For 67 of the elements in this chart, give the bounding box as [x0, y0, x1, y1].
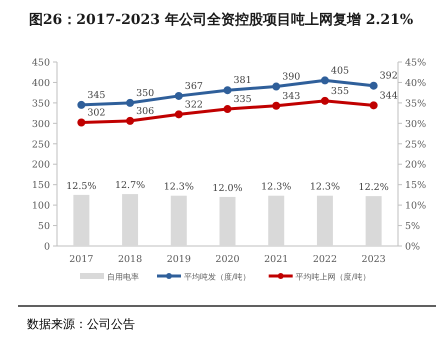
y-tick-label: 400 — [32, 78, 50, 89]
y2-tick-label: 15% — [405, 180, 426, 192]
y2-tick-label: 20% — [405, 160, 426, 171]
y-tick-label: 150 — [32, 180, 50, 192]
point — [126, 98, 134, 107]
y2-tick-label: 10% — [405, 200, 426, 212]
point — [224, 105, 232, 114]
x-tick-label: 2019 — [166, 254, 191, 265]
y-tick-label: 50 — [38, 221, 50, 232]
data-label: 12.5% — [66, 180, 96, 192]
data-label: 306 — [136, 106, 154, 117]
y2-tick-label: 30% — [405, 118, 426, 130]
data-label: 343 — [282, 90, 300, 102]
data-label: 12.7% — [114, 180, 146, 192]
source-note: 数据来源：公司公告 — [27, 317, 135, 331]
x-tick-label: 2017 — [69, 254, 94, 265]
data-label: 345 — [87, 90, 106, 101]
point — [224, 86, 232, 94]
y2-tick-label: 40% — [405, 78, 426, 89]
point — [126, 116, 134, 125]
point — [77, 100, 86, 109]
y2-tick-label: 35% — [405, 98, 426, 110]
x-tick-label: 2021 — [264, 254, 288, 265]
y-tick-label: 250 — [32, 139, 50, 150]
point — [272, 82, 280, 91]
data-label: 302 — [87, 108, 106, 119]
data-label: 381 — [234, 75, 252, 86]
point — [272, 102, 280, 110]
data-label: 367 — [184, 80, 203, 92]
chart-title: 图26：2017-2023 年公司全资控股项目吨上网复增 2.21% — [28, 12, 414, 28]
point — [174, 92, 183, 100]
y-tick-label: 300 — [32, 118, 50, 130]
y-tick-label: 100 — [32, 200, 50, 212]
legend-label: 平均吨发（度/吨） — [184, 272, 251, 282]
x-tick-label: 2023 — [362, 254, 386, 265]
point — [77, 118, 86, 127]
data-label: 350 — [136, 88, 154, 99]
point — [174, 110, 183, 118]
y-tick-label: 450 — [32, 58, 50, 68]
y2-tick-label: 25% — [405, 139, 426, 150]
data-label: 322 — [184, 99, 203, 110]
legend-label: 自用电率 — [107, 272, 139, 282]
data-label: 12.3% — [164, 182, 194, 193]
point — [320, 76, 329, 84]
data-label: 12.0% — [212, 182, 243, 194]
data-label: 355 — [330, 86, 350, 97]
y2-tick-label: 45% — [405, 58, 426, 68]
x-tick-label: 2022 — [312, 254, 338, 265]
data-label: 335 — [234, 94, 252, 106]
data-label: 12.2% — [358, 182, 389, 194]
x-tick-label: 2020 — [215, 254, 240, 265]
point — [370, 101, 378, 110]
point — [320, 96, 329, 105]
data-label: 390 — [282, 72, 300, 83]
legend-label: 平均吨上网（度/吨） — [296, 272, 370, 282]
point — [370, 82, 378, 90]
y2-tick-label: 5% — [405, 221, 420, 232]
data-label: 12.3% — [310, 182, 340, 193]
data-label: 405 — [330, 65, 350, 76]
data-label: 12.3% — [261, 182, 292, 193]
y-tick-label: 0 — [44, 242, 50, 252]
y2-tick-label: 0% — [405, 242, 420, 252]
y-tick-label: 200 — [32, 160, 50, 171]
data-label: 392 — [380, 70, 398, 82]
x-tick-label: 2018 — [118, 254, 142, 265]
y-tick-label: 350 — [32, 98, 50, 110]
data-label: 344 — [380, 90, 398, 102]
